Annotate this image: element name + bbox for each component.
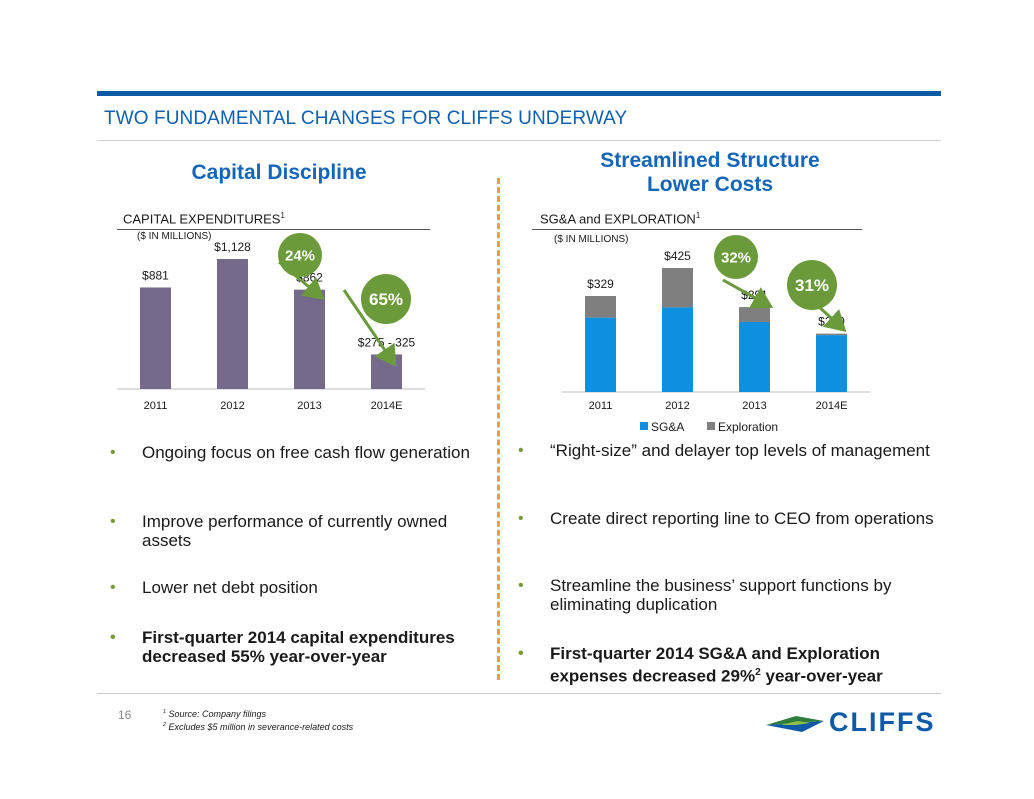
- capex-caption-text: CAPITAL EXPENDITURES: [123, 211, 281, 227]
- bullet-marker: •: [518, 645, 524, 662]
- callout-circle: [361, 274, 411, 324]
- sga-bar-segment: [739, 321, 770, 392]
- capex-data-label: $881: [142, 268, 169, 282]
- exploration-bar-segment: [662, 268, 693, 308]
- sga-caption-sup: 1: [695, 211, 701, 220]
- legend-label: Exploration: [718, 420, 778, 434]
- right-heading-line2: Lower Costs: [646, 173, 774, 196]
- bullet-item: • Create direct reporting line to CEO fro…: [518, 509, 938, 528]
- bullet-item: • First-quarter 2014 capital expenditures…: [110, 628, 488, 666]
- percent-callouts: 24% 65% 32% 31%: [278, 233, 847, 367]
- sga-bar-segment: [585, 317, 616, 392]
- bullet-item: • Ongoing focus on free cash flow generat…: [110, 443, 488, 462]
- sga-chart-caption: SG&A and EXPLORATION1: [540, 211, 700, 226]
- footer-divider: [97, 693, 941, 694]
- capex-caption-sup: 1: [280, 211, 285, 220]
- legend-swatch: [640, 422, 648, 430]
- bullet-text: “Right-size” and delayer top levels of m…: [550, 441, 930, 460]
- sga-caption-text: SG&A and EXPLORATION: [540, 211, 696, 227]
- callout-circle: [278, 233, 322, 277]
- capex-bar: [371, 354, 402, 389]
- bullet-marker: •: [518, 442, 524, 459]
- capex-chart-caption: CAPITAL EXPENDITURES1: [123, 211, 285, 226]
- exploration-bar-segment: [585, 296, 616, 318]
- callout-label: 32%: [721, 249, 751, 266]
- sga-chart-units: ($ IN MILLIONS): [554, 234, 629, 245]
- bullet-marker: •: [110, 444, 116, 461]
- section-divider: [497, 178, 500, 680]
- capex-bar: [217, 259, 248, 389]
- capex-tick-label: 2014E: [371, 400, 403, 412]
- sga-data-label: $291: [741, 288, 768, 302]
- capex-bar: [294, 289, 325, 389]
- page-number: 16: [118, 708, 132, 722]
- slide-title: TWO FUNDAMENTAL CHANGES FOR CLIFFS UNDER…: [104, 108, 628, 129]
- top-accent-bar: [97, 91, 941, 96]
- bullet-item: • “Right-size” and delayer top levels of …: [518, 441, 938, 460]
- cliffs-logo-text: CLIFFS: [829, 707, 936, 737]
- capex-bar: [140, 287, 171, 389]
- bullet-item: • Lower net debt position: [110, 578, 488, 597]
- bullet-text: Improve performance of currently owned a…: [142, 512, 448, 550]
- bullet-marker: •: [110, 513, 116, 530]
- bullet-text: Streamline the business’ support functio…: [550, 576, 892, 614]
- bullet-marker: •: [518, 577, 524, 594]
- cliffs-logo-icon: [766, 716, 824, 732]
- bullet-text: Create direct reporting line to CEO from…: [550, 509, 934, 528]
- bullet-text: First-quarter 2014 capital expenditures …: [142, 628, 455, 666]
- callout-circle: [787, 260, 837, 310]
- sga-bar-segment: [662, 307, 693, 392]
- bullet-marker: •: [518, 510, 524, 527]
- exploration-bar-segment: [816, 333, 847, 336]
- sga-tick-label: 2012: [665, 400, 689, 412]
- footnote-1-text: Source: Company filings: [168, 709, 267, 719]
- callout-arrow: [722, 278, 774, 309]
- bullet-item: • First-quarter 2014 SG&A and Exploration…: [518, 644, 938, 686]
- capex-tick-label: 2013: [297, 400, 321, 412]
- callout-label: 31%: [795, 276, 829, 295]
- footnote-2-mark: 2: [163, 722, 166, 728]
- legend-label: SG&A: [651, 420, 684, 434]
- footnote-1-mark: 1: [163, 709, 166, 715]
- legend-swatch: [707, 422, 715, 430]
- callout-arrow: [342, 289, 397, 367]
- bullet-marker: •: [110, 579, 116, 596]
- sga-data-label: $329: [587, 277, 614, 291]
- sga-bar-segment: [816, 335, 847, 392]
- bullet-item: • Improve performance of currently owned …: [110, 512, 488, 550]
- left-section-heading: Capital Discipline: [191, 161, 367, 184]
- capex-caption-rule: [117, 229, 430, 230]
- exploration-bar-segment: [739, 307, 770, 322]
- bullet-footnote-mark: 2: [755, 667, 761, 678]
- sga-caption-rule: [532, 229, 862, 230]
- bullet-text: Ongoing focus on free cash flow generati…: [142, 443, 470, 462]
- footnote-1: 1 Source: Company filings: [163, 709, 266, 719]
- capex-data-label: $275 - 325: [358, 335, 416, 349]
- capex-chart-units: ($ IN MILLIONS): [137, 231, 212, 242]
- callout-label: 24%: [285, 247, 315, 264]
- capex-tick-label: 2011: [144, 400, 168, 412]
- capex-tick-label: 2012: [220, 400, 244, 412]
- sga-tick-label: 2011: [589, 400, 613, 412]
- right-section-heading: Streamlined Structure Lower Costs: [560, 149, 860, 197]
- bullet-marker: •: [110, 629, 116, 646]
- bullet-text: Lower net debt position: [142, 578, 318, 597]
- footnote-2-text: Excludes $5 million in severance-related…: [168, 722, 354, 732]
- sga-tick-label: 2013: [742, 400, 766, 412]
- title-divider: [97, 140, 941, 141]
- sga-data-label: $425: [664, 249, 691, 263]
- sga-tick-label: 2014E: [816, 400, 848, 412]
- capex-data-label: $1,128: [214, 240, 251, 254]
- callout-circle: [714, 235, 758, 279]
- bullet-text: First-quarter 2014 SG&A and Exploration …: [550, 644, 883, 686]
- footnote-2: 2 Excludes $5 million in severance-relat…: [163, 722, 353, 732]
- bullet-item: • Streamline the business’ support functi…: [518, 576, 938, 614]
- right-heading-line1: Streamlined Structure: [600, 149, 820, 172]
- callout-label: 65%: [369, 290, 403, 309]
